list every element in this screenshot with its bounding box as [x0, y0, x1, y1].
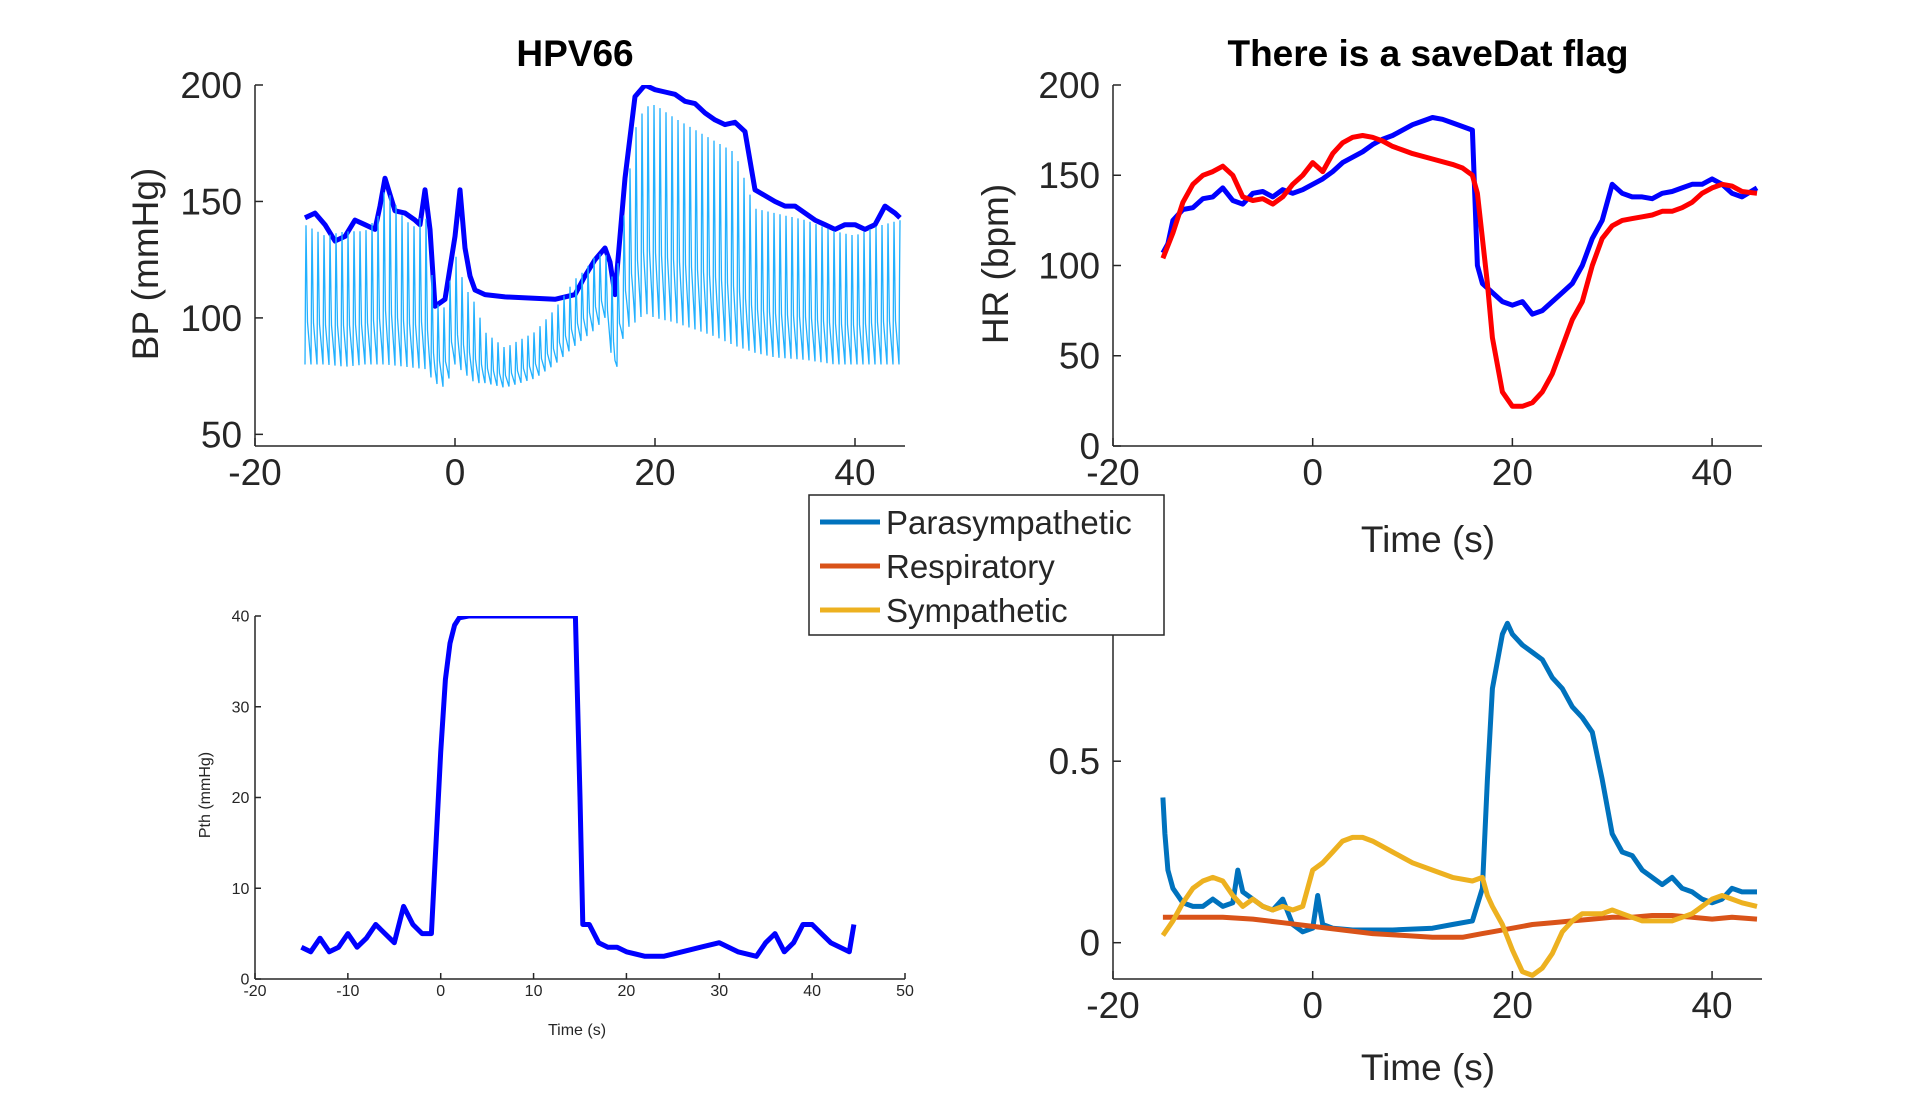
- pth-y-tick-label: 30: [232, 699, 250, 716]
- activity-x-axis-label: Time (s): [1361, 1047, 1495, 1088]
- pth-x-tick-label: 10: [525, 983, 543, 1000]
- bp-panel: HPV66 BP (mmHg) -20 0 20 40 50 100 150 200: [125, 33, 905, 493]
- hr-x-axis-label: Time (s): [1361, 519, 1495, 560]
- activity-series-parasympathetic-line: [1160, 620, 1757, 935]
- pth-series-line-line: [300, 616, 857, 959]
- hr-x-tick-label: 20: [1492, 452, 1533, 493]
- bp-x-tick-label: 40: [834, 452, 875, 493]
- legend-label-sympathetic: Sympathetic: [886, 592, 1068, 629]
- activity-x-tick-label: 20: [1492, 985, 1533, 1026]
- legend: Parasympathetic Respiratory Sympathetic: [808, 494, 1165, 636]
- hr-series-blue-line: [1160, 115, 1759, 317]
- pth-x-tick-label: 30: [710, 983, 728, 1000]
- hr-y-tick-label: 0: [1079, 426, 1100, 467]
- bp-y-tick-label: 100: [180, 298, 242, 339]
- activity-panel: Time (s) -20 0 20 40 0 0.5: [1049, 616, 1762, 1088]
- bp-x-tick-label: 0: [445, 452, 466, 493]
- bp-x-tick-label: 20: [634, 452, 675, 493]
- pth-x-tick-label: 20: [618, 983, 636, 1000]
- bp-y-axis-label: BP (mmHg): [125, 168, 166, 361]
- activity-y-tick-label: 0: [1079, 923, 1100, 964]
- bp-y-tick-label: 50: [201, 414, 242, 455]
- hr-x-tick-label: 40: [1691, 452, 1732, 493]
- hr-series-red-line: [1160, 133, 1758, 409]
- activity-x-tick-label: 40: [1691, 985, 1732, 1026]
- activity-series-respiratory-line: [1162, 913, 1758, 940]
- hr-x-tick-label: 0: [1302, 452, 1323, 493]
- hr-y-tick-label: 200: [1038, 65, 1100, 106]
- bp-series-envelope-line: [303, 85, 902, 309]
- activity-x-tick-label: -20: [1086, 985, 1139, 1026]
- activity-series-sympathetic-line: [1160, 834, 1758, 978]
- activity-y-tick-label: 0.5: [1049, 741, 1100, 782]
- pth-y-tick-label: 20: [232, 790, 250, 807]
- pth-panel: Pth (mmHg) Time (s) -20 -10 0 10 20 30 40 50 0 10…: [197, 609, 914, 1039]
- pth-x-tick-label: 40: [803, 983, 821, 1000]
- hr-y-tick-label: 50: [1059, 336, 1100, 377]
- hr-y-axis-label: HR (bpm): [975, 184, 1016, 344]
- legend-label-respiratory: Respiratory: [886, 548, 1055, 585]
- hr-y-tick-label: 150: [1038, 155, 1100, 196]
- hr-x-tick-label: -20: [1086, 452, 1139, 493]
- bp-y-tick-label: 200: [180, 65, 242, 106]
- pth-y-tick-label: 0: [240, 972, 249, 989]
- bp-x-tick-label: -20: [228, 452, 281, 493]
- pth-x-tick-label: 0: [436, 983, 445, 1000]
- bp-y-tick-label: 150: [180, 181, 242, 222]
- pth-y-axis-label: Pth (mmHg): [197, 752, 214, 838]
- pth-x-axis-label: Time (s): [548, 1022, 606, 1039]
- activity-x-tick-label: 0: [1302, 985, 1323, 1026]
- pth-x-tick-label: -20: [243, 983, 266, 1000]
- pth-x-tick-label: -10: [336, 983, 359, 1000]
- hr-y-tick-label: 100: [1038, 245, 1100, 286]
- bp-chart-title: HPV66: [516, 33, 633, 74]
- pth-x-tick-label: 50: [896, 983, 914, 1000]
- legend-label-parasympathetic: Parasympathetic: [886, 504, 1132, 541]
- hr-chart-title: There is a saveDat flag: [1227, 33, 1628, 74]
- pth-y-tick-label: 10: [232, 881, 250, 898]
- pth-y-tick-label: 40: [232, 609, 250, 626]
- hr-panel: There is a saveDat flag HR (bpm) Time (s…: [975, 33, 1762, 560]
- bp-waveform-line: [304, 104, 901, 388]
